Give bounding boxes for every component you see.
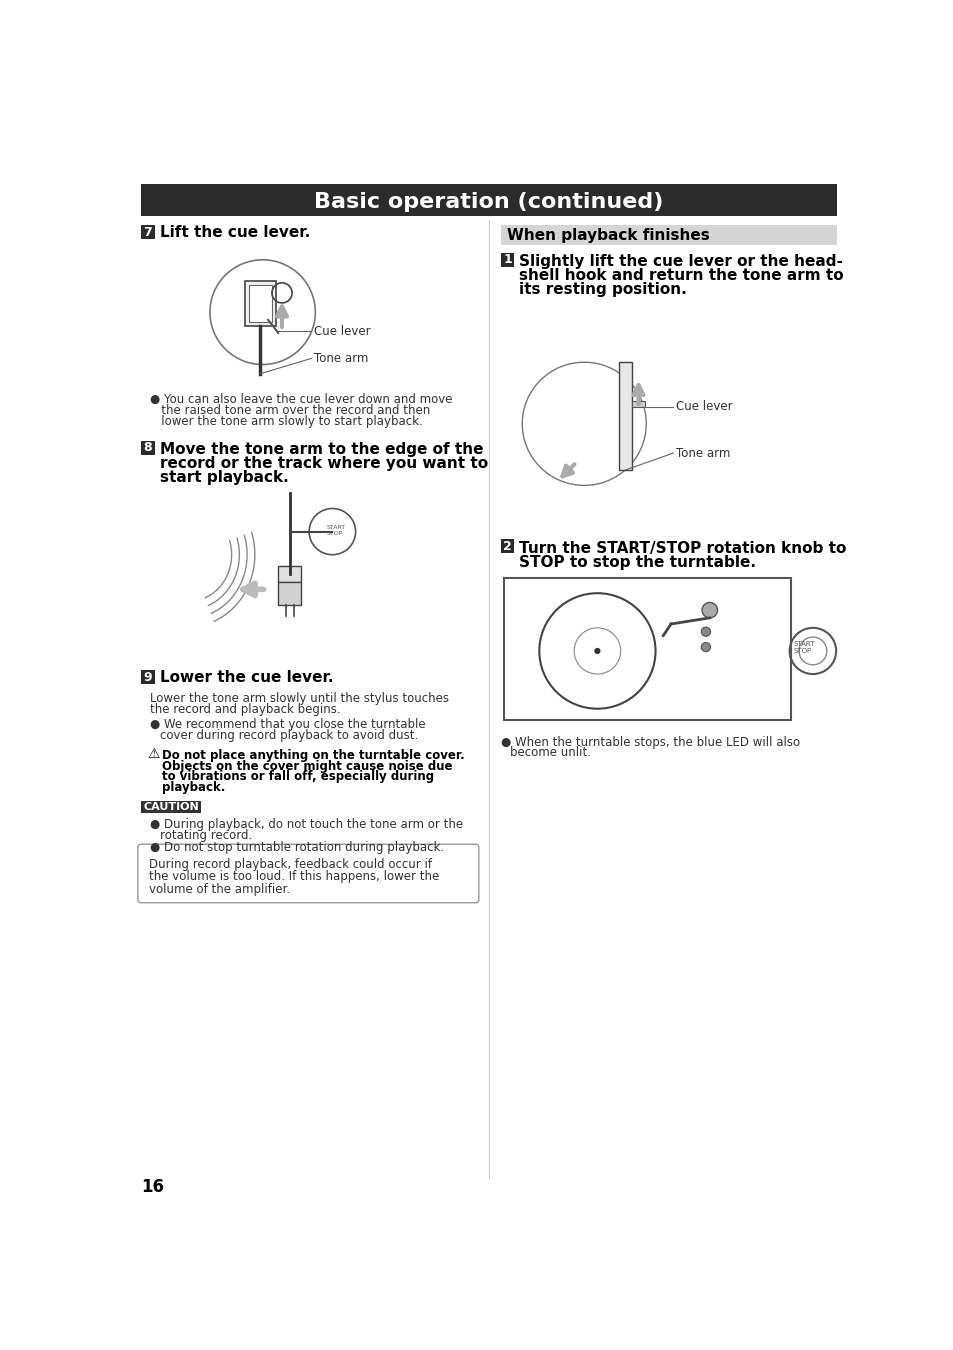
Text: Move the tone arm to the edge of the: Move the tone arm to the edge of the [159, 443, 482, 458]
Circle shape [594, 648, 599, 653]
FancyBboxPatch shape [278, 566, 301, 582]
Text: shell hook and return the tone arm to: shell hook and return the tone arm to [518, 269, 842, 284]
Text: When playback finishes: When playback finishes [506, 228, 709, 243]
Text: start playback.: start playback. [159, 470, 288, 485]
Text: ⚠: ⚠ [147, 747, 159, 761]
FancyBboxPatch shape [249, 285, 272, 323]
Text: START: START [327, 525, 346, 529]
Text: ● When the turntable stops, the blue LED will also: ● When the turntable stops, the blue LED… [500, 736, 799, 749]
FancyArrowPatch shape [276, 306, 287, 327]
Text: Turn the START/STOP rotation knob to: Turn the START/STOP rotation knob to [518, 541, 845, 556]
FancyBboxPatch shape [500, 252, 514, 267]
Circle shape [700, 628, 710, 636]
Text: volume of the amplifier.: volume of the amplifier. [149, 883, 290, 895]
Text: lower the tone arm slowly to start playback.: lower the tone arm slowly to start playb… [150, 414, 422, 428]
Text: playback.: playback. [162, 782, 225, 794]
Text: ● We recommend that you close the turntable: ● We recommend that you close the turnta… [150, 718, 425, 730]
Text: Basic operation (continued): Basic operation (continued) [314, 192, 663, 212]
FancyArrowPatch shape [633, 385, 643, 404]
Text: to vibrations or fall off, especially during: to vibrations or fall off, especially du… [162, 771, 434, 783]
Text: the volume is too loud. If this happens, lower the: the volume is too loud. If this happens,… [149, 871, 438, 883]
Text: ● You can also leave the cue lever down and move: ● You can also leave the cue lever down … [150, 393, 453, 406]
Text: Slightly lift the cue lever or the head-: Slightly lift the cue lever or the head- [518, 254, 842, 270]
Text: become unlit.: become unlit. [509, 747, 590, 760]
FancyArrowPatch shape [562, 464, 574, 477]
Text: Objects on the cover might cause noise due: Objects on the cover might cause noise d… [162, 760, 452, 772]
FancyBboxPatch shape [500, 539, 514, 553]
FancyBboxPatch shape [141, 801, 201, 814]
FancyArrowPatch shape [243, 583, 263, 595]
Text: ● During playback, do not touch the tone arm or the: ● During playback, do not touch the tone… [150, 818, 463, 832]
Circle shape [700, 643, 710, 652]
Text: Lift the cue lever.: Lift the cue lever. [159, 224, 310, 239]
FancyBboxPatch shape [618, 362, 631, 470]
Text: Cue lever: Cue lever [314, 325, 370, 338]
Text: its resting position.: its resting position. [518, 282, 686, 297]
Text: Lower the cue lever.: Lower the cue lever. [159, 670, 333, 684]
FancyBboxPatch shape [141, 184, 836, 216]
FancyBboxPatch shape [278, 582, 301, 605]
Text: CAUTION: CAUTION [143, 802, 199, 813]
Text: Tone arm: Tone arm [314, 352, 368, 365]
FancyBboxPatch shape [504, 578, 790, 721]
Text: record or the track where you want to: record or the track where you want to [159, 456, 487, 471]
Text: the raised tone arm over the record and then: the raised tone arm over the record and … [150, 404, 430, 417]
Text: ● Do not stop turntable rotation during playback.: ● Do not stop turntable rotation during … [150, 841, 444, 855]
Text: 16: 16 [141, 1179, 164, 1196]
FancyBboxPatch shape [141, 440, 154, 455]
Text: 2: 2 [502, 540, 512, 552]
Text: Lower the tone arm slowly until the stylus touches: Lower the tone arm slowly until the styl… [150, 691, 449, 705]
FancyBboxPatch shape [245, 281, 275, 325]
Text: STOP: STOP [793, 648, 811, 655]
FancyBboxPatch shape [141, 670, 154, 684]
Text: the record and playback begins.: the record and playback begins. [150, 702, 340, 716]
Text: Tone arm: Tone arm [675, 447, 729, 459]
Text: STOP to stop the turntable.: STOP to stop the turntable. [518, 555, 756, 570]
FancyBboxPatch shape [137, 844, 478, 903]
Text: STOP: STOP [327, 532, 343, 536]
Text: Do not place anything on the turntable cover.: Do not place anything on the turntable c… [162, 749, 464, 761]
FancyBboxPatch shape [500, 225, 836, 246]
FancyBboxPatch shape [631, 401, 645, 406]
Text: During record playback, feedback could occur if: During record playback, feedback could o… [149, 859, 432, 871]
Text: 9: 9 [144, 671, 152, 683]
Text: 1: 1 [502, 254, 512, 266]
Text: 7: 7 [143, 225, 152, 239]
Text: 8: 8 [144, 441, 152, 454]
Text: rotating record.: rotating record. [159, 829, 252, 842]
Text: Cue lever: Cue lever [675, 401, 732, 413]
Circle shape [701, 602, 717, 618]
Text: START: START [793, 640, 814, 647]
Text: cover during record playback to avoid dust.: cover during record playback to avoid du… [159, 729, 417, 741]
FancyBboxPatch shape [141, 225, 154, 239]
